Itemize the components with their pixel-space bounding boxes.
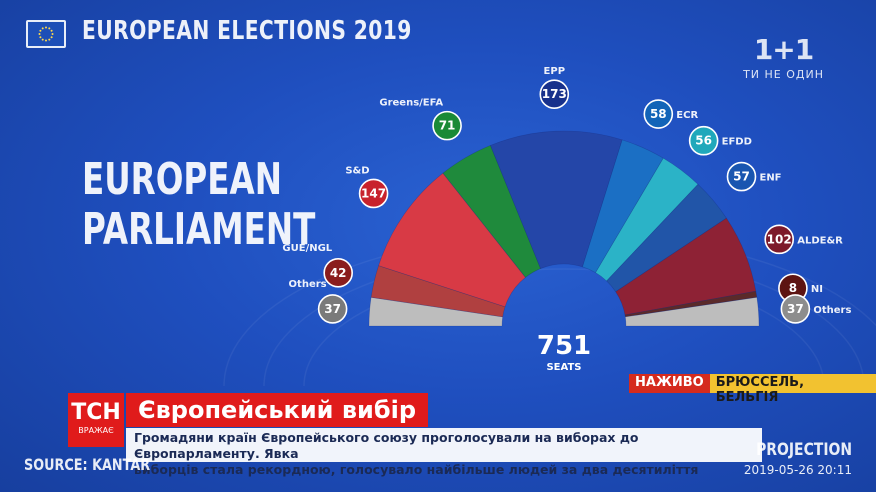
seat-bubble xyxy=(539,79,570,110)
seat-value: 56 xyxy=(695,134,712,148)
source-label: SOURCE: KANTAR xyxy=(24,455,151,474)
projection-timestamp: 2019-05-26 20:11 xyxy=(743,463,852,477)
sector-others xyxy=(624,296,760,327)
party-name: Others xyxy=(813,305,851,316)
header-bar: EUROPEAN ELECTIONS 2019 xyxy=(0,0,876,70)
seat-label-alde-r: 102 ALDE&R xyxy=(764,224,843,255)
seat-bubble xyxy=(780,294,811,324)
seat-bubble xyxy=(317,294,348,324)
sector-alde-r xyxy=(615,217,757,316)
logo-slogan: ТИ НЕ ОДИН xyxy=(743,68,824,81)
location-label: БРЮССЕЛЬ, БЕЛЬГІЯ xyxy=(709,374,876,405)
news-ticker: Громадяни країн Європейського союзу прог… xyxy=(126,428,762,477)
seat-value: 8 xyxy=(789,281,797,295)
seat-bubble xyxy=(764,224,795,255)
party-name: EPP xyxy=(544,66,566,77)
tsn-logo-sub: ВРАЖАЄ xyxy=(78,426,114,435)
logo-main: 1+1 xyxy=(753,33,814,66)
sector-gue-ngl xyxy=(370,265,506,318)
news-headline: Європейський вибір xyxy=(126,393,428,427)
live-bar: НАЖИВО БРЮССЕЛЬ, БЕЛЬГІЯ xyxy=(629,374,876,405)
seat-value: 147 xyxy=(361,186,386,200)
seat-bubble xyxy=(323,258,353,288)
seat-label-others: 37 Others xyxy=(289,279,348,324)
seat-value: 71 xyxy=(439,119,456,133)
seat-label-greens-efa: 71 Greens/EFA xyxy=(379,98,462,141)
live-badge: НАЖИВО xyxy=(629,374,710,393)
seat-value: 173 xyxy=(542,87,567,101)
chart-labels: 37Others42GUE/NGL147S&D71Greens/EFA173EP… xyxy=(282,66,851,324)
party-name: EFDD xyxy=(722,137,752,148)
seat-bubble xyxy=(643,99,674,129)
seat-label-gue-ngl: 42 GUE/NGL xyxy=(282,243,353,288)
party-name: ECR xyxy=(676,110,698,121)
seat-label-others: 37 Others xyxy=(780,294,851,324)
party-name: GUE/NGL xyxy=(282,243,332,254)
seat-bubble xyxy=(432,110,462,141)
seat-label-s-d: 147 S&D xyxy=(345,165,389,209)
ticker-line-1: Громадяни країн Європейського союзу прог… xyxy=(134,430,639,461)
total-seats-label: SEATS xyxy=(546,362,581,373)
page-title: EUROPEAN ELECTIONS 2019 xyxy=(82,16,412,46)
party-name: ENF xyxy=(759,173,781,184)
side-title-line2: PARLIAMENT xyxy=(82,204,316,255)
sector-ecr xyxy=(582,139,664,274)
seat-bubble xyxy=(688,125,719,156)
sector-s-d xyxy=(378,172,526,308)
sector-ni xyxy=(624,290,758,318)
channel-logo: 1+1 ТИ НЕ ОДИН xyxy=(743,33,824,82)
party-name: Greens/EFA xyxy=(379,98,443,109)
seat-bubble xyxy=(358,178,389,209)
seat-label-efdd: 56 EFDD xyxy=(688,125,752,156)
seat-value: 37 xyxy=(787,302,804,316)
side-title-line1: EUROPEAN xyxy=(82,154,282,205)
party-name: ALDE&R xyxy=(797,235,843,246)
seat-value: 42 xyxy=(330,266,347,280)
projection-info: PROJECTION 2019-05-26 20:11 xyxy=(735,440,852,477)
tsn-logo: ТСН ВРАЖАЄ xyxy=(68,393,124,447)
seat-value: 58 xyxy=(650,107,667,121)
seat-value: 57 xyxy=(733,170,750,184)
tsn-logo-text: ТСН xyxy=(71,400,121,425)
party-name: Others xyxy=(289,279,327,290)
seat-value: 102 xyxy=(767,232,792,246)
seat-label-enf: 57 ENF xyxy=(726,161,782,192)
seat-value: 37 xyxy=(324,302,341,316)
total-seats-value: 751 xyxy=(537,331,591,361)
chart-sectors xyxy=(368,130,760,327)
side-title: EUROPEAN PARLIAMENT xyxy=(82,155,315,255)
seat-bubble xyxy=(726,161,757,192)
sector-epp xyxy=(490,130,623,269)
sector-efdd xyxy=(595,157,699,282)
background-arc-0 xyxy=(303,268,825,387)
seat-label-ecr: 58 ECR xyxy=(643,99,698,129)
ticker-line-2: виборців стала рекордною, голосувало най… xyxy=(134,462,699,477)
eu-flag-icon xyxy=(26,20,66,48)
party-name: S&D xyxy=(345,165,369,176)
projection-label: PROJECTION xyxy=(756,440,852,460)
seat-label-epp: 173 EPP xyxy=(539,66,570,110)
party-name: NI xyxy=(811,284,823,295)
